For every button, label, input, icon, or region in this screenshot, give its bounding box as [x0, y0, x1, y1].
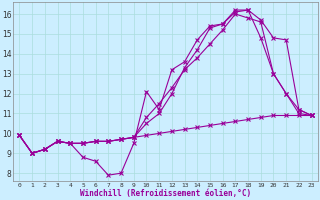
X-axis label: Windchill (Refroidissement éolien,°C): Windchill (Refroidissement éolien,°C) [80, 189, 251, 198]
